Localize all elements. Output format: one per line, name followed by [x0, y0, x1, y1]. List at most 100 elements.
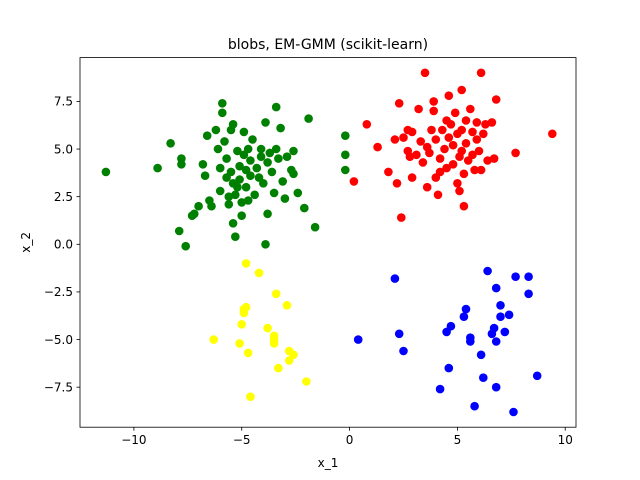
- point-s0-9: [194, 201, 203, 211]
- point-s0-32: [231, 190, 240, 200]
- point-s1-44: [457, 85, 467, 95]
- point-s0-44: [243, 196, 253, 205]
- point-s2-13: [269, 339, 279, 348]
- point-s0-58: [265, 148, 275, 158]
- point-s0-43: [243, 144, 253, 154]
- point-s1-27: [433, 190, 443, 200]
- y-tick-label: −7.5: [44, 380, 73, 394]
- point-s1-36: [446, 120, 456, 129]
- point-s0-35: [235, 161, 244, 171]
- point-s1-33: [442, 163, 451, 173]
- point-s3-21: [496, 301, 505, 310]
- point-s1-64: [487, 118, 497, 127]
- point-s0-73: [304, 114, 313, 123]
- point-s1-39: [450, 108, 460, 118]
- point-s0-76: [341, 150, 350, 160]
- point-s0-64: [276, 123, 285, 133]
- point-s1-47: [459, 169, 469, 179]
- point-s0-0: [101, 167, 111, 177]
- point-s0-55: [261, 118, 270, 127]
- point-s3-26: [511, 272, 520, 282]
- point-s1-38: [448, 160, 458, 169]
- point-s0-22: [222, 154, 231, 163]
- y-tick-label: 7.5: [54, 95, 73, 109]
- point-s3-29: [532, 371, 542, 381]
- point-s0-37: [237, 198, 246, 207]
- point-s0-8: [190, 209, 199, 219]
- point-s1-5: [392, 179, 402, 188]
- point-s1-45: [457, 125, 467, 135]
- point-s3-0: [353, 335, 363, 344]
- point-s3-24: [504, 310, 514, 320]
- plot-frame: [79, 57, 577, 428]
- point-s3-11: [466, 333, 475, 343]
- point-s1-50: [461, 139, 471, 148]
- point-s3-22: [496, 312, 505, 322]
- point-s1-68: [548, 129, 557, 139]
- point-s3-19: [491, 382, 501, 392]
- y-tick-label: −2.5: [44, 285, 73, 299]
- point-s2-6: [241, 259, 251, 268]
- point-s0-17: [215, 163, 225, 173]
- point-s2-0: [209, 335, 218, 344]
- point-s1-34: [444, 91, 454, 100]
- point-s0-46: [246, 171, 255, 180]
- point-s1-43: [455, 186, 464, 196]
- point-s3-28: [524, 289, 533, 299]
- point-s0-5: [174, 226, 184, 236]
- point-s1-35: [444, 133, 454, 142]
- point-s0-2: [166, 139, 175, 148]
- x-tick-label: −5: [233, 433, 251, 447]
- x-ticks: −10 −5 0 5 10: [121, 427, 573, 447]
- point-s3-2: [394, 329, 404, 339]
- point-s1-28: [435, 154, 445, 163]
- point-s3-14: [479, 373, 488, 383]
- point-s0-47: [248, 135, 257, 144]
- point-s1-20: [422, 182, 432, 192]
- point-s1-13: [407, 173, 417, 182]
- point-s1-25: [431, 135, 441, 144]
- point-s0-59: [267, 167, 277, 177]
- point-s1-12: [407, 127, 417, 137]
- point-s1-62: [481, 120, 490, 129]
- point-s1-30: [438, 125, 447, 135]
- point-s3-15: [483, 266, 492, 276]
- point-s1-17: [418, 158, 428, 167]
- point-s0-63: [274, 154, 283, 163]
- point-s1-48: [459, 201, 469, 211]
- point-s1-31: [440, 144, 449, 154]
- point-s0-69: [289, 146, 298, 156]
- point-s3-8: [459, 312, 469, 322]
- point-s1-58: [474, 146, 484, 156]
- point-s0-16: [213, 144, 223, 154]
- point-s0-20: [218, 108, 227, 118]
- point-s2-10: [263, 323, 272, 333]
- point-s1-15: [414, 104, 423, 114]
- point-s2-19: [289, 350, 298, 360]
- point-s3-4: [435, 384, 445, 394]
- point-s2-9: [254, 268, 264, 278]
- point-s0-74: [310, 222, 320, 232]
- point-s1-41: [453, 179, 462, 188]
- point-s0-71: [293, 188, 303, 198]
- point-s0-72: [300, 203, 309, 213]
- point-s0-49: [252, 163, 262, 173]
- y-tick-label: 2.5: [54, 190, 73, 204]
- point-s1-7: [397, 213, 406, 222]
- point-s3-9: [461, 304, 471, 314]
- point-s0-65: [278, 177, 288, 186]
- point-s3-12: [470, 401, 479, 411]
- point-s0-27: [226, 167, 236, 177]
- point-s3-6: [444, 363, 454, 373]
- point-s1-60: [476, 165, 486, 175]
- point-s1-4: [390, 135, 400, 144]
- point-s0-70: [289, 169, 298, 179]
- point-s0-18: [215, 186, 225, 196]
- point-s0-30: [228, 219, 238, 228]
- point-s1-66: [491, 95, 501, 104]
- point-s2-14: [271, 289, 281, 299]
- point-s0-1: [153, 163, 162, 173]
- point-s0-36: [235, 175, 244, 184]
- point-s1-52: [466, 104, 475, 114]
- point-s1-2: [373, 142, 382, 152]
